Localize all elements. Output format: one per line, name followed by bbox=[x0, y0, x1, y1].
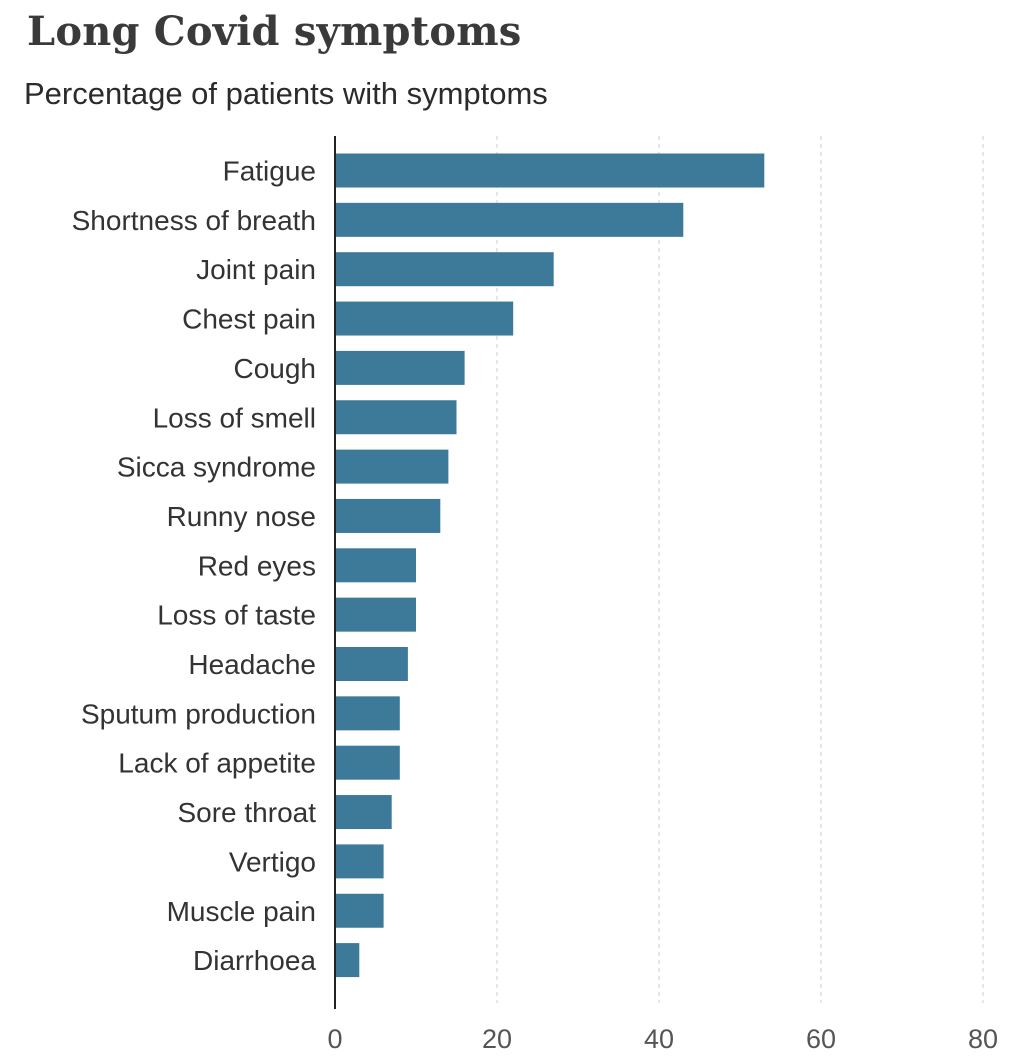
category-label: Sputum production bbox=[81, 698, 316, 729]
category-label: Chest pain bbox=[182, 304, 316, 335]
category-label: Runny nose bbox=[167, 501, 316, 532]
x-tick-label: 60 bbox=[806, 1024, 836, 1054]
bar bbox=[335, 893, 384, 928]
bar bbox=[335, 647, 408, 681]
bar bbox=[335, 449, 449, 484]
category-label: Cough bbox=[233, 353, 316, 384]
x-tick-label: 20 bbox=[482, 1024, 512, 1054]
bar bbox=[335, 498, 441, 533]
bar bbox=[335, 548, 416, 583]
category-label: Sore throat bbox=[177, 797, 316, 828]
category-label: Muscle pain bbox=[167, 896, 316, 927]
category-label: Diarrhoea bbox=[193, 945, 316, 976]
bar bbox=[335, 745, 400, 780]
category-label: Loss of taste bbox=[157, 600, 316, 631]
bar bbox=[335, 301, 514, 336]
chart-subtitle: Percentage of patients with symptoms bbox=[24, 76, 548, 111]
x-axis-ticks: 0 20 40 60 80 bbox=[327, 1024, 998, 1054]
x-tick-label: 80 bbox=[968, 1024, 998, 1054]
category-label: Headache bbox=[188, 649, 316, 680]
chart-title: Long Covid symptoms bbox=[27, 8, 522, 55]
bars bbox=[335, 153, 765, 978]
bar bbox=[335, 400, 457, 435]
bar bbox=[335, 795, 392, 830]
bar bbox=[335, 844, 384, 879]
category-label: Fatigue bbox=[223, 156, 316, 187]
category-label: Shortness of breath bbox=[72, 205, 316, 236]
bar bbox=[335, 153, 765, 188]
x-tick-label: 40 bbox=[644, 1024, 674, 1054]
bar bbox=[335, 597, 416, 632]
category-label: Lack of appetite bbox=[118, 748, 316, 779]
bar bbox=[335, 252, 554, 287]
category-labels: Fatigue Shortness of breath Joint pain Ches… bbox=[72, 156, 317, 977]
bar bbox=[335, 350, 465, 385]
bar bbox=[335, 696, 400, 731]
category-label: Vertigo bbox=[229, 846, 316, 877]
category-label: Sicca syndrome bbox=[117, 452, 316, 483]
gridlines bbox=[496, 136, 984, 1003]
category-label: Joint pain bbox=[196, 254, 316, 285]
bar bbox=[335, 943, 360, 978]
category-label: Loss of smell bbox=[153, 402, 316, 433]
category-label: Red eyes bbox=[198, 550, 316, 581]
bar bbox=[335, 202, 684, 237]
x-tick-label: 0 bbox=[327, 1024, 342, 1054]
